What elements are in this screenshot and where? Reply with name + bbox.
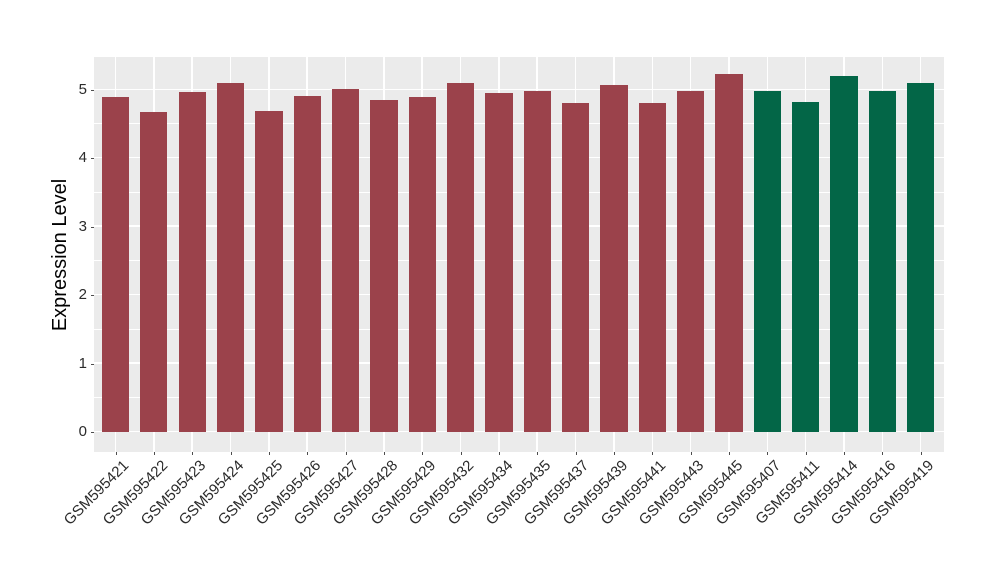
x-tick-mark [690,452,692,455]
bar [561,103,590,432]
x-tick-mark [268,452,270,455]
x-tick-mark [192,452,194,455]
gridline-major-horizontal [94,156,944,159]
bar [331,88,360,432]
x-tick-mark [843,452,845,455]
bar [715,74,743,432]
y-tick-label: 2 [78,286,87,304]
bar [140,111,168,432]
bar [446,83,475,432]
y-tick-mark [91,295,94,297]
plot-panel [94,57,944,452]
x-tick-mark [345,452,347,455]
gridline-minor-horizontal [94,328,944,330]
bar [255,110,283,432]
x-tick-mark [230,452,232,455]
gridline-major-horizontal [94,293,944,296]
x-tick-mark [383,452,385,455]
bar [676,90,705,432]
y-tick-mark [91,226,94,228]
y-tick-label: 0 [78,423,87,440]
x-tick-mark [153,452,155,455]
y-tick-mark [91,158,94,160]
bar [868,91,896,432]
bar [101,96,130,432]
gridline-minor-horizontal [94,397,944,398]
bar [485,92,513,432]
x-tick-mark [920,452,922,455]
gridline-major-horizontal [94,430,944,432]
y-tick-label: 5 [78,81,87,98]
bar [178,92,206,432]
x-tick-mark [115,452,117,455]
x-tick-mark [460,452,462,455]
x-tick-mark [728,452,730,455]
x-tick-mark [767,452,769,455]
y-tick-mark [91,90,94,91]
bar [906,83,935,432]
bar [638,103,666,432]
y-tick-label: 4 [78,149,87,167]
bar [408,96,436,432]
x-tick-mark [498,452,500,455]
bar [216,83,245,432]
x-tick-mark [805,452,807,455]
gridline-major-horizontal [94,362,944,364]
bar [293,96,321,432]
x-tick-mark [537,452,539,455]
x-tick-mark [882,452,884,455]
bar [600,85,628,432]
x-tick-mark [652,452,654,455]
x-tick-mark [575,452,577,455]
x-tick-mark [422,452,424,455]
gridline-major-horizontal [94,88,944,90]
gridline-minor-horizontal [94,123,944,125]
bar [753,90,781,432]
gridline-minor-horizontal [94,191,944,193]
y-tick-label: 3 [78,217,87,235]
x-tick-mark [307,452,309,455]
y-tick-label: 1 [78,354,87,372]
bar [791,101,820,432]
y-tick-mark [91,432,94,433]
bar [370,99,398,432]
bar [523,91,551,432]
gridline-minor-horizontal [94,260,944,261]
gridline-major-horizontal [94,225,944,227]
bar [830,75,858,432]
x-tick-mark [613,452,615,455]
y-tick-mark [91,363,94,365]
